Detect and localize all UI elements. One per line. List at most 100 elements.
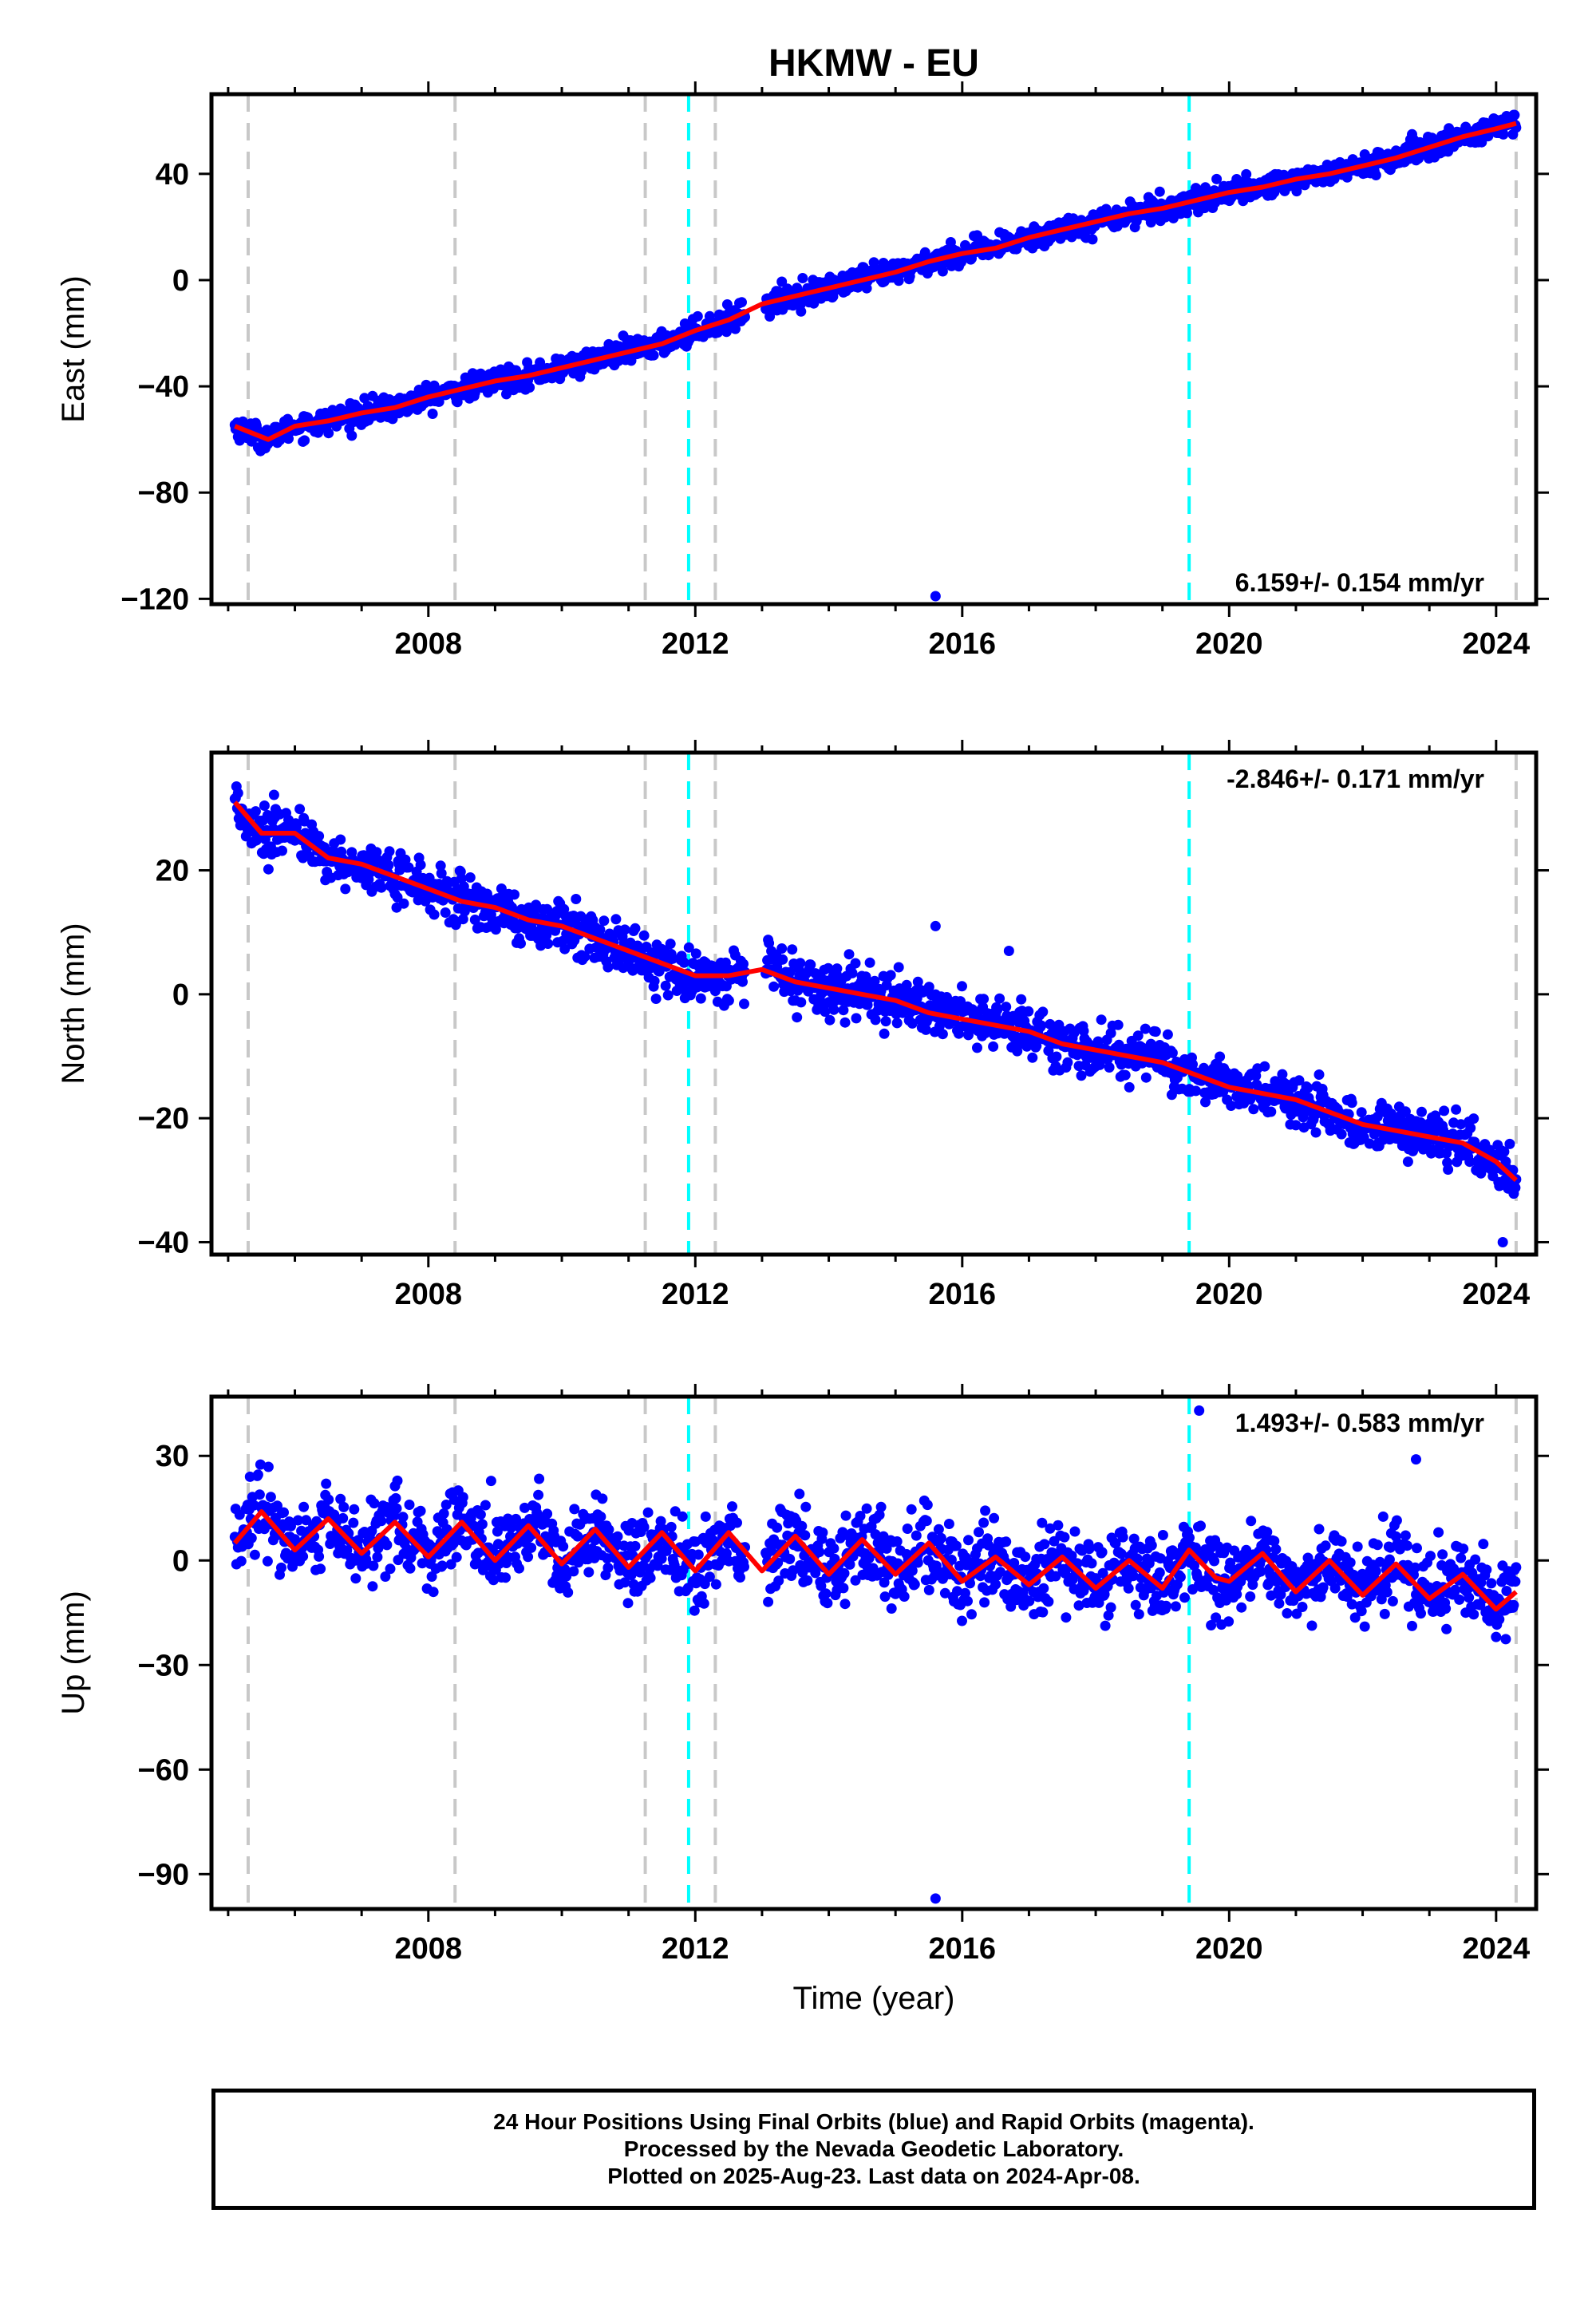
x-tick-label: 2024 [1463,1932,1531,1966]
plot-frame-east [209,92,1539,607]
data-point [1465,1122,1476,1133]
data-point [912,1557,923,1568]
x-tick-label: 2020 [1195,627,1263,661]
data-point [1470,1554,1481,1565]
data-point [1481,1564,1492,1575]
data-point [847,967,858,978]
data-point [978,994,990,1005]
data-point [909,1579,920,1590]
data-point [665,939,676,950]
data-point [299,435,310,446]
data-point [526,1542,537,1553]
data-point [583,1567,595,1578]
data-point [907,1565,918,1576]
data-point [376,882,387,893]
data-point [990,1579,1001,1590]
data-point [1387,1595,1398,1607]
data-point [1084,1543,1095,1555]
data-point [1140,1023,1151,1034]
data-point [1166,1089,1177,1101]
data-point [693,1549,704,1560]
data-point [1020,1551,1031,1563]
data-point [314,1551,325,1562]
data-point [683,942,694,953]
data-point [979,1597,990,1608]
data-point [250,806,261,817]
data-point [315,1563,326,1575]
data-point [1160,1600,1171,1611]
data-point [1024,1595,1035,1607]
data-point [1076,1070,1087,1081]
data-point [381,1539,393,1551]
data-point [1341,1591,1353,1603]
data-point [335,1493,346,1504]
data-point [490,924,501,935]
data-point [259,800,270,811]
data-point [966,1609,977,1620]
data-point [902,1524,913,1534]
data-point [372,1551,383,1563]
data-point [650,994,662,1004]
data-point [1191,1542,1201,1553]
data-point [492,1539,504,1550]
y-axis-label: Up (mm) [56,1591,91,1715]
data-point [1162,1029,1173,1040]
data-point [1096,1547,1108,1558]
data-point [1294,1075,1305,1086]
data-point [922,1500,933,1511]
x-tick-label: 2012 [662,627,729,661]
data-point [988,1041,999,1052]
data-point [1179,1592,1190,1603]
data-point [920,1024,931,1035]
data-point [1440,1603,1452,1615]
x-tick-label: 2020 [1195,1932,1263,1966]
data-points-north [229,781,1522,1200]
y-tick-label: −20 [138,1102,189,1136]
data-point [828,1004,839,1015]
data-point [1245,1591,1256,1602]
data-point [1184,1532,1195,1543]
data-point [1233,1075,1244,1086]
data-point [1117,1532,1128,1543]
data-point [1491,1631,1502,1642]
data-point [1464,1592,1475,1603]
x-tick-label: 2008 [395,1932,463,1966]
data-point [839,1599,851,1610]
data-point [1451,1104,1462,1115]
data-point [398,898,409,909]
data-point [1120,1069,1131,1081]
data-point [597,1493,608,1504]
data-point [298,1501,310,1512]
data-point [500,1572,511,1583]
data-point [1073,1600,1084,1611]
data-point [1039,1539,1050,1550]
data-point [392,1475,403,1486]
data-point [950,1540,962,1551]
data-point [1191,1085,1201,1097]
data-point [619,924,630,935]
data-point [1437,1549,1448,1560]
data-point [974,1527,984,1538]
data-point [879,1577,890,1588]
data-point [870,1529,881,1540]
data-point [972,1042,982,1053]
data-point [776,943,788,954]
data-point [598,915,610,927]
data-point [1509,109,1520,121]
data-point [868,257,879,268]
data-point [558,1541,569,1552]
data-point [820,1588,832,1599]
data-point [1086,1558,1097,1569]
data-point [1100,1620,1111,1631]
rate-label: -2.846+/- 0.171 mm/yr [1227,765,1484,793]
data-point [1116,1548,1127,1559]
data-point [1200,1097,1211,1108]
data-point [777,954,788,965]
data-point [662,990,674,1001]
data-point [839,1567,850,1579]
data-point [678,957,689,968]
data-point [1302,1082,1314,1093]
data-point [534,1473,545,1484]
